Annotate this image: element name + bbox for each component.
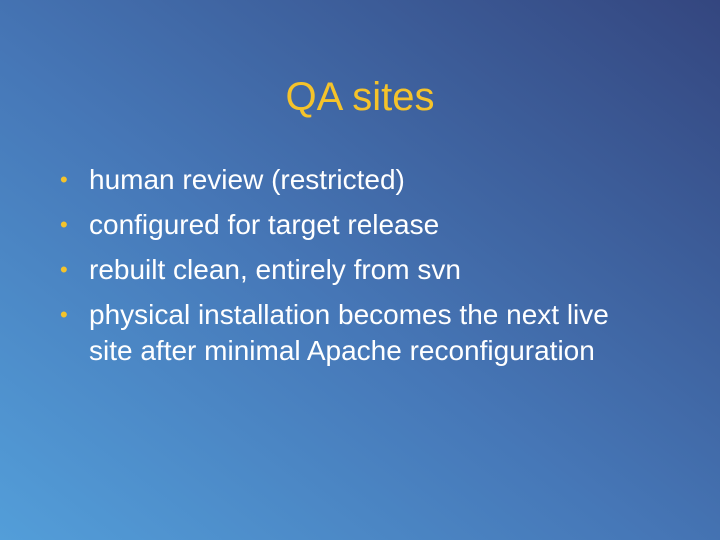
bullet-item: • rebuilt clean, entirely from svn [60, 252, 660, 288]
bullet-item: • physical installation becomes the next… [60, 297, 660, 369]
bullet-text: human review (restricted) [89, 164, 405, 195]
bullet-text: rebuilt clean, entirely from svn [89, 254, 461, 285]
slide-title: QA sites [285, 75, 435, 119]
bullet-marker: • [60, 167, 68, 192]
bullet-item: • configured for target release [60, 207, 660, 243]
bullet-marker: • [60, 257, 68, 282]
bullet-marker: • [60, 302, 68, 327]
bullet-item: • human review (restricted) [60, 162, 660, 198]
bullet-text: physical installation becomes the next l… [89, 299, 609, 366]
bullet-text: configured for target release [89, 209, 440, 240]
bullet-list: • human review (restricted) • configured… [60, 162, 660, 378]
bullet-marker: • [60, 212, 68, 237]
